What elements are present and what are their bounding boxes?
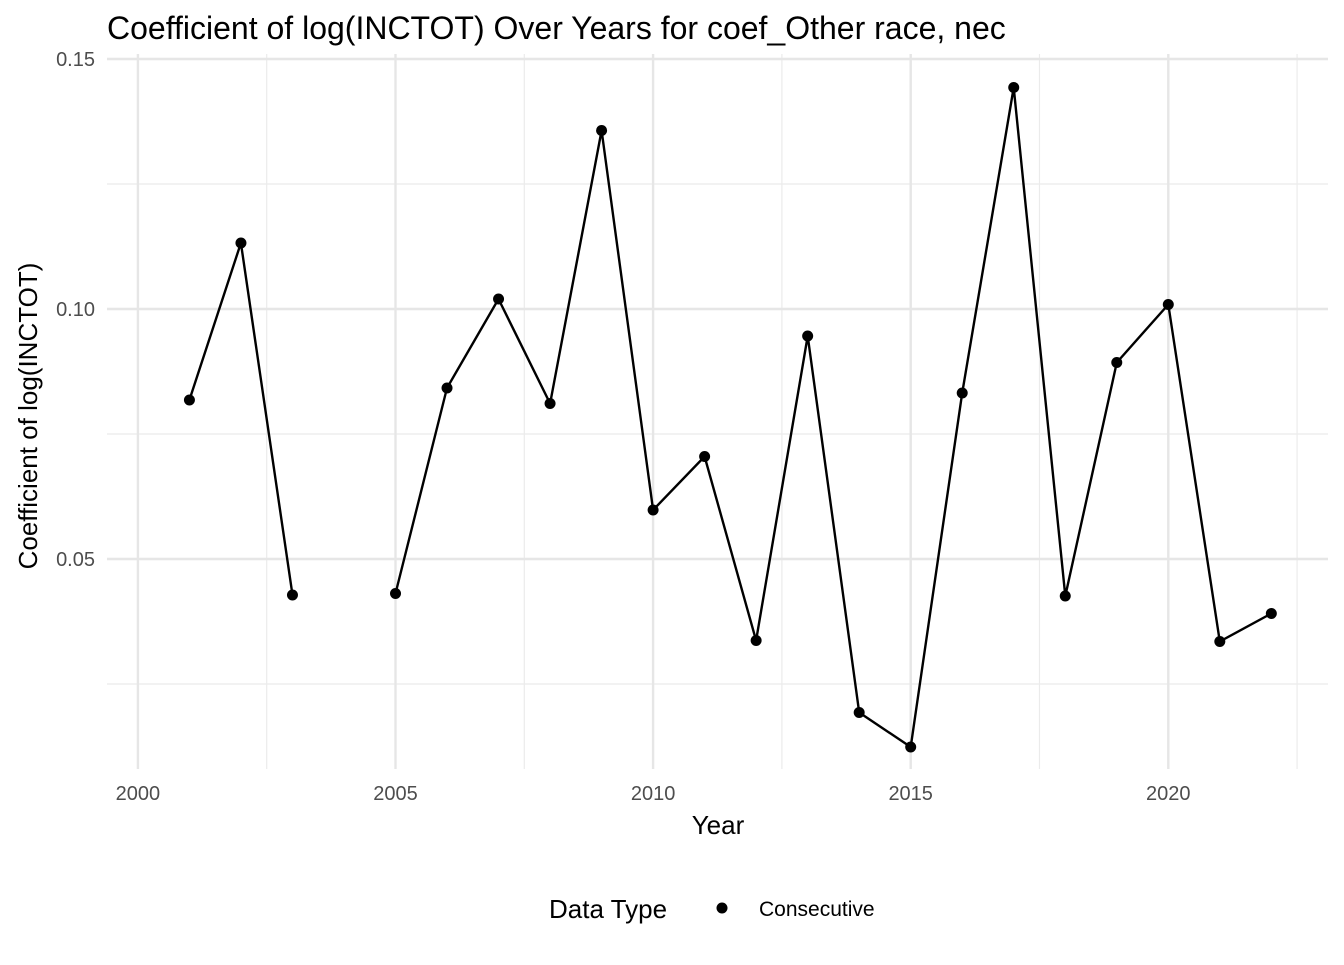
data-point xyxy=(493,293,505,305)
data-point xyxy=(699,451,711,462)
data-point xyxy=(1162,299,1174,310)
series-line-consecutive xyxy=(394,86,1272,749)
data-point xyxy=(647,504,659,516)
data-point xyxy=(1111,357,1123,368)
x-tick-label: 2015 xyxy=(888,783,933,805)
y-axis-ticks: 0.05 0.10 0.15 xyxy=(56,49,95,571)
x-tick-label: 2005 xyxy=(373,783,418,805)
y-axis-label: Coefficient of log(INCTOT) xyxy=(13,263,43,570)
legend-label-consecutive: Consecutive xyxy=(759,898,875,921)
data-point xyxy=(1214,636,1226,647)
data-point xyxy=(286,589,298,601)
y-tick-label: 0.10 xyxy=(56,299,95,321)
x-tick-label: 2000 xyxy=(116,783,161,805)
data-point xyxy=(235,237,247,249)
series-line-consecutive xyxy=(188,241,294,596)
data-point xyxy=(1059,590,1071,602)
data-point xyxy=(956,387,968,399)
legend: Data Type Consecutive xyxy=(549,894,875,924)
x-tick-label: 2020 xyxy=(1146,783,1191,805)
data-point xyxy=(544,398,556,409)
x-tick-label: 2010 xyxy=(631,783,676,805)
data-point xyxy=(441,382,453,394)
data-point xyxy=(390,588,402,599)
x-axis-label: Year xyxy=(692,810,745,840)
legend-title: Data Type xyxy=(549,894,667,924)
data-points xyxy=(183,82,1277,753)
grid-lines xyxy=(107,54,1328,769)
legend-key-consecutive xyxy=(716,902,728,914)
x-axis-ticks: 2000 2005 2010 2015 2020 xyxy=(116,783,1191,805)
y-tick-label: 0.05 xyxy=(56,549,95,571)
data-point xyxy=(183,394,195,406)
data-point xyxy=(1265,608,1277,619)
data-point xyxy=(596,125,608,136)
y-tick-label: 0.15 xyxy=(56,49,95,71)
chart-title: Coefficient of log(INCTOT) Over Years fo… xyxy=(107,10,1006,46)
data-point xyxy=(1008,82,1020,93)
series-layer xyxy=(188,86,1272,749)
data-point xyxy=(853,707,865,718)
data-point xyxy=(802,330,814,342)
data-point xyxy=(905,741,917,753)
data-point xyxy=(750,635,762,646)
